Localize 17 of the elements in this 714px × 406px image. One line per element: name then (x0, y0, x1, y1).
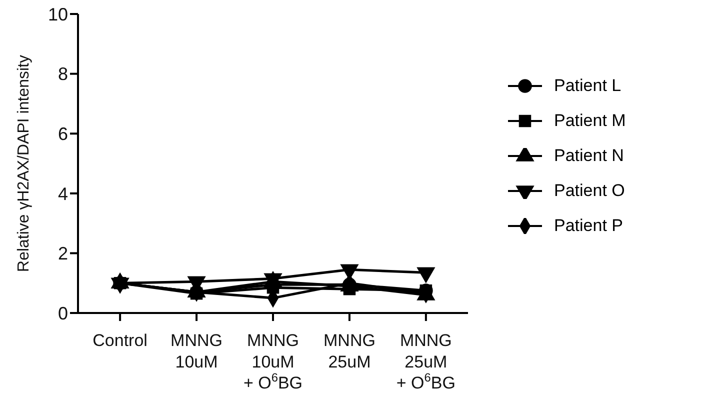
legend-label: Patient N (554, 146, 624, 166)
y-tick-label: 8 (58, 64, 68, 84)
x-tick-label: MNNG 25uM (323, 331, 376, 372)
y-tick-label: 4 (58, 184, 68, 204)
y-tick-label: 10 (48, 4, 68, 24)
y-tick-label: 2 (58, 244, 68, 264)
x-tick-label: Control (92, 331, 148, 350)
x-tick-label: MNNG 10uM + O$^{6}$BG (243, 331, 303, 392)
x-tick-label: MNNG 10uM (170, 331, 223, 372)
legend-label: Patient M (554, 110, 626, 130)
legend-label: Patient P (554, 216, 623, 236)
legend-label: Patient O (554, 180, 625, 200)
y-tick-label: 6 (58, 124, 68, 144)
y-axis-title: Relative γH2AX/DAPI intensity (16, 55, 33, 272)
y-tick-label: 0 (58, 303, 68, 324)
legend-label: Patient L (554, 76, 622, 96)
x-tick-label: MNNG 25uM + O$^{6}$BG (396, 331, 456, 392)
